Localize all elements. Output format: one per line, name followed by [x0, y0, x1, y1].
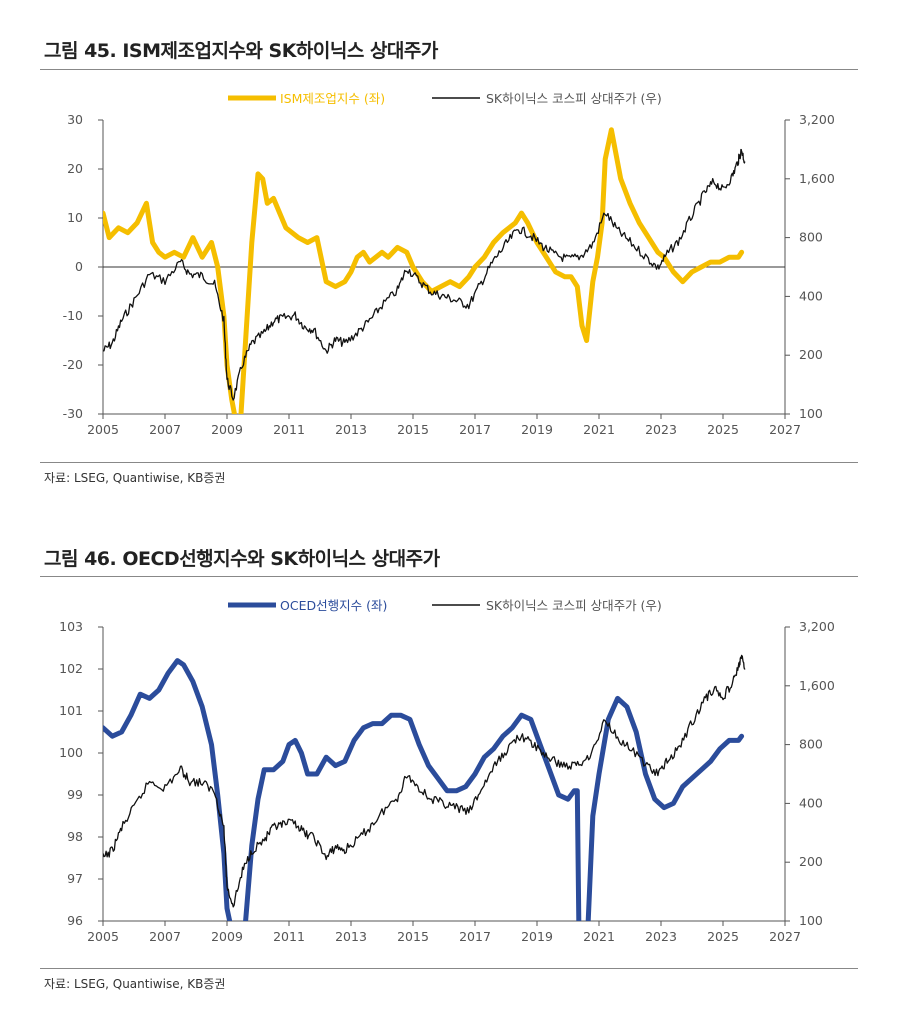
right-axis-tick-label: 3,200	[799, 619, 835, 634]
x-axis-tick-label: 2027	[769, 929, 801, 944]
title-rule	[40, 576, 858, 577]
x-axis-tick-label: 2025	[707, 422, 739, 437]
source-rule	[40, 968, 858, 969]
right-axis-tick-label: 200	[799, 347, 823, 362]
right-axis-tick-label: 3,200	[799, 112, 835, 127]
x-axis-tick-label: 2017	[459, 929, 491, 944]
x-axis-tick-label: 2007	[149, 929, 181, 944]
right-axis-tick-label: 1,600	[799, 171, 835, 186]
series-line-sk-hynix	[103, 148, 746, 401]
legend-label-index: OCED선행지수 (좌)	[280, 598, 387, 613]
left-axis-tick-label: 99	[67, 787, 83, 802]
x-axis-tick-label: 2025	[707, 929, 739, 944]
right-axis-tick-label: 800	[799, 230, 823, 245]
x-axis-tick-label: 2021	[583, 929, 615, 944]
x-axis-tick-label: 2009	[211, 422, 243, 437]
left-axis-tick-label: 102	[59, 661, 83, 676]
left-axis-tick-label: 100	[59, 745, 83, 760]
left-axis-tick-label: 97	[67, 871, 83, 886]
series-line-index	[103, 127, 745, 414]
x-axis-tick-label: 2017	[459, 422, 491, 437]
x-axis-tick-label: 2009	[211, 929, 243, 944]
left-axis-tick-label: -30	[63, 406, 83, 421]
x-axis-tick-label: 2023	[645, 929, 677, 944]
left-axis-tick-label: 20	[67, 161, 83, 176]
x-axis-tick-label: 2027	[769, 422, 801, 437]
left-axis-tick-label: 30	[67, 112, 83, 127]
x-axis-tick-label: 2011	[273, 422, 305, 437]
x-axis-tick-label: 2023	[645, 422, 677, 437]
x-axis-tick-label: 2021	[583, 422, 615, 437]
x-axis-tick-label: 2015	[397, 929, 429, 944]
right-axis-tick-label: 1,600	[799, 678, 835, 693]
x-axis-tick-label: 2013	[335, 422, 367, 437]
left-axis-tick-label: 103	[59, 619, 83, 634]
legend-label-index: ISM제조업지수 (좌)	[280, 91, 385, 106]
right-axis-tick-label: 200	[799, 854, 823, 869]
x-axis-tick-label: 2005	[87, 422, 119, 437]
right-axis-tick-label: 400	[799, 288, 823, 303]
figure-45-title: 그림 45. ISM제조업지수와 SK하이닉스 상대주가	[44, 40, 438, 62]
x-axis-tick-label: 2007	[149, 422, 181, 437]
legend-label-stock: SK하이닉스 코스피 상대주가 (우)	[486, 598, 662, 613]
x-axis-tick-label: 2013	[335, 929, 367, 944]
series-line-sk-hynix	[103, 654, 746, 908]
x-axis-tick-label: 2015	[397, 422, 429, 437]
left-axis-tick-label: 98	[67, 829, 83, 844]
right-axis-tick-label: 100	[799, 913, 823, 928]
left-axis-tick-label: 96	[67, 913, 83, 928]
right-axis-tick-label: 400	[799, 795, 823, 810]
right-axis-tick-label: 100	[799, 406, 823, 421]
chart-ism-vs-sk-hynix: 3020100-10-20-303,2001,60080040020010020…	[63, 91, 835, 437]
figure-46-title: 그림 46. OECD선행지수와 SK하이닉스 상대주가	[44, 548, 440, 570]
left-axis-tick-label: -10	[63, 308, 83, 323]
left-axis-tick-label: 101	[59, 703, 83, 718]
figure-46-source: 자료: LSEG, Quantiwise, KB증권	[44, 977, 226, 991]
x-axis-tick-label: 2019	[521, 422, 553, 437]
left-axis-tick-label: 10	[67, 210, 83, 225]
figure-45-source: 자료: LSEG, Quantiwise, KB증권	[44, 471, 226, 485]
x-axis-tick-label: 2019	[521, 929, 553, 944]
chart-oecd-vs-sk-hynix: 103 102 101 100 99 98 97 96 3,200 1,600 800 400 200 1…	[59, 598, 835, 944]
x-axis-tick-label: 2005	[87, 929, 119, 944]
title-rule	[40, 69, 858, 70]
left-axis-tick-label: 0	[75, 259, 83, 274]
x-axis-tick-label: 2011	[273, 929, 305, 944]
legend-label-stock: SK하이닉스 코스피 상대주가 (우)	[486, 91, 662, 106]
left-axis-tick-label: -20	[63, 357, 83, 372]
right-axis-tick-label: 800	[799, 737, 823, 752]
source-rule	[40, 462, 858, 463]
series-line-index	[103, 658, 745, 921]
